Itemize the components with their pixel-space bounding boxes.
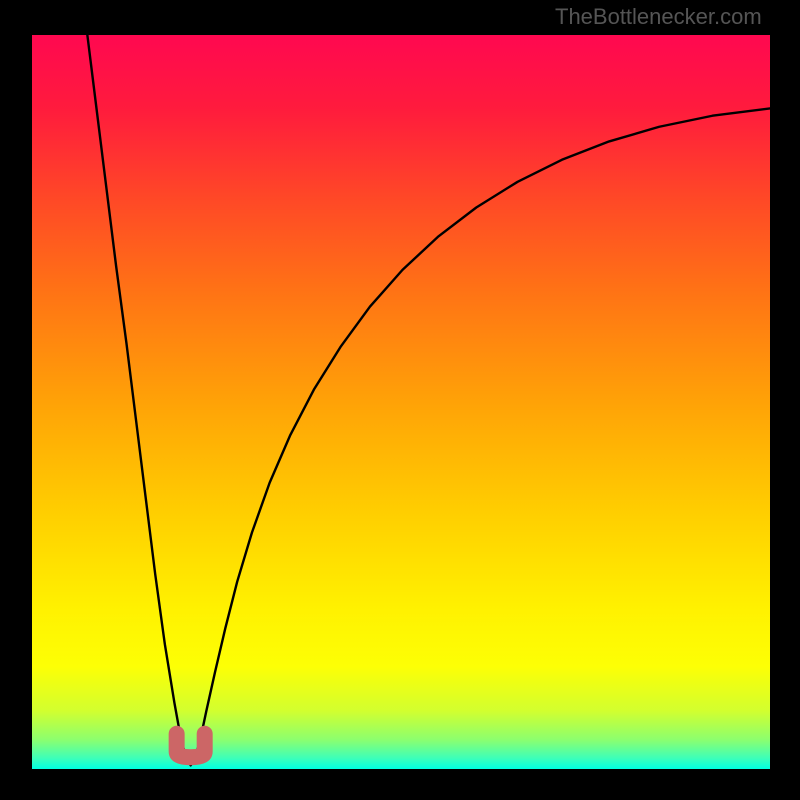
bottleneck-curve: [87, 35, 770, 765]
chart-container: TheBottlenecker.com: [0, 0, 800, 800]
plot-area: [32, 35, 770, 769]
curve-layer: [32, 35, 770, 769]
watermark-text: TheBottlenecker.com: [555, 4, 762, 30]
minimum-marker: [177, 734, 205, 757]
